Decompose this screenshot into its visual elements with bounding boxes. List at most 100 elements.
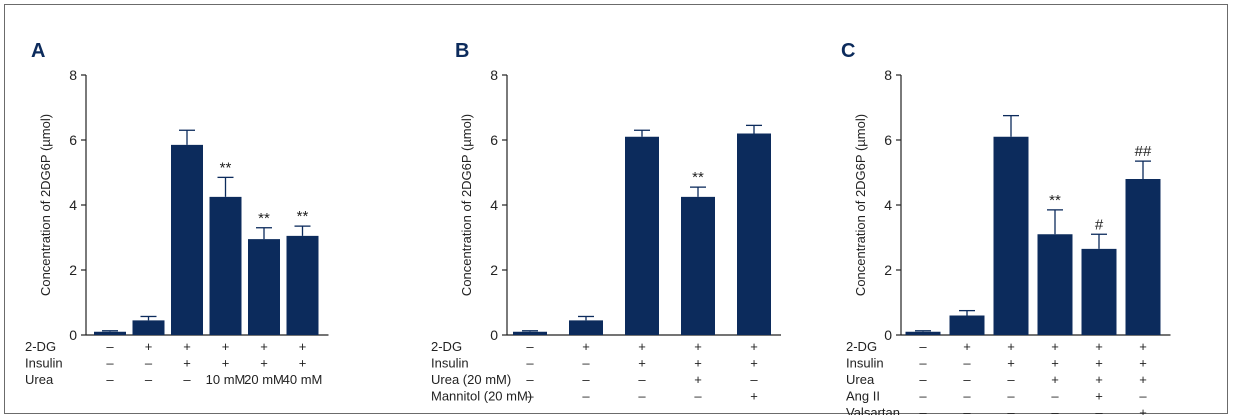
condition-cell: –	[582, 389, 590, 404]
y-tick-label: 6	[490, 132, 498, 148]
condition-label: Valsartan	[846, 405, 900, 415]
condition-cell: +	[750, 356, 758, 371]
bar	[949, 315, 985, 335]
significance-mark: **	[297, 208, 309, 225]
significance-mark: **	[258, 210, 270, 227]
bar	[248, 239, 280, 335]
condition-label: Insulin	[431, 356, 469, 371]
condition-cell: –	[750, 372, 758, 387]
condition-cell: –	[1007, 405, 1015, 415]
condition-cell: +	[299, 339, 307, 354]
condition-cell: +	[1051, 356, 1059, 371]
bar	[1081, 248, 1117, 335]
condition-cell: –	[526, 389, 534, 404]
condition-cell: +	[1007, 356, 1015, 371]
bar	[681, 196, 715, 335]
condition-cell: –	[145, 372, 153, 387]
condition-cell: –	[1139, 389, 1147, 404]
condition-label: Ang II	[846, 389, 880, 404]
condition-cell: –	[1007, 389, 1015, 404]
condition-cell: –	[963, 389, 971, 404]
condition-cell: +	[1051, 372, 1059, 387]
y-tick-label: 6	[69, 132, 77, 148]
condition-cell: –	[638, 389, 646, 404]
bar	[132, 320, 165, 335]
bar	[1037, 234, 1073, 335]
condition-label: Insulin	[25, 356, 63, 371]
bar	[993, 136, 1029, 335]
condition-cell: +	[260, 356, 268, 371]
significance-mark: #	[1095, 216, 1104, 233]
bar	[94, 331, 126, 335]
y-tick-label: 2	[884, 262, 892, 278]
condition-cell: –	[963, 356, 971, 371]
condition-cell: +	[750, 339, 758, 354]
y-tick-label: 0	[884, 327, 892, 343]
condition-cell: –	[183, 372, 191, 387]
condition-cell: 10 mM	[206, 372, 246, 387]
bar	[625, 136, 659, 335]
panel-label: A	[31, 40, 45, 62]
bar	[1125, 179, 1161, 335]
condition-label: 2-DG	[25, 339, 56, 354]
condition-label: Urea (20 mM)	[431, 372, 511, 387]
panel-a: A Concentration of 2DG6P (µmol) 0 2 4 6 8 ** ** *…	[25, 40, 329, 387]
condition-cell: +	[1095, 339, 1103, 354]
condition-cell: +	[145, 339, 153, 354]
y-tick-label: 2	[69, 262, 77, 278]
bar	[209, 196, 242, 335]
y-tick-label: 8	[490, 67, 498, 83]
condition-cell: +	[183, 356, 191, 371]
figure-frame: A Concentration of 2DG6P (µmol) 0 2 4 6 8 ** ** *…	[4, 4, 1228, 420]
condition-cell: +	[1051, 339, 1059, 354]
bar	[569, 320, 603, 335]
significance-mark: **	[692, 169, 704, 186]
condition-cell: +	[638, 356, 646, 371]
condition-cell: –	[919, 405, 927, 415]
condition-cell: –	[106, 339, 114, 354]
condition-cell: –	[1095, 405, 1103, 415]
condition-cell: +	[299, 356, 307, 371]
condition-cell: +	[750, 389, 758, 404]
bar	[171, 144, 203, 335]
y-tick-label: 8	[884, 67, 892, 83]
y-axis-label: Concentration of 2DG6P (µmol)	[38, 114, 53, 296]
condition-cell: –	[582, 356, 590, 371]
y-tick-label: 0	[490, 327, 498, 343]
condition-cell: –	[582, 372, 590, 387]
condition-label: Mannitol (20 mM)	[431, 389, 532, 404]
condition-cell: 20 mM	[244, 372, 284, 387]
condition-label: 2-DG	[431, 339, 462, 354]
condition-cell: +	[260, 339, 268, 354]
panel-label: B	[455, 40, 469, 62]
condition-cell: –	[919, 372, 927, 387]
condition-label: Urea	[25, 372, 54, 387]
condition-cell: +	[183, 339, 191, 354]
condition-cell: –	[106, 372, 114, 387]
panel-label: C	[841, 40, 855, 62]
condition-cell: –	[963, 405, 971, 415]
condition-cell: –	[919, 356, 927, 371]
y-axis-label: Concentration of 2DG6P (µmol)	[853, 114, 868, 296]
significance-mark: ##	[1135, 143, 1152, 160]
condition-cell: –	[963, 372, 971, 387]
condition-cell: +	[638, 339, 646, 354]
condition-cell: +	[1095, 356, 1103, 371]
figure-canvas: A Concentration of 2DG6P (µmol) 0 2 4 6 8 ** ** *…	[25, 40, 1171, 420]
condition-label: 2-DG	[846, 339, 877, 354]
panel-b: B Concentration of 2DG6P (µmol) 0 2 4 6 8 ** 2-D…	[431, 40, 781, 404]
y-tick-label: 8	[69, 67, 77, 83]
condition-cell: +	[1139, 339, 1147, 354]
y-axis-label: Concentration of 2DG6P (µmol)	[459, 114, 474, 296]
bar	[905, 331, 941, 335]
condition-cell: –	[919, 389, 927, 404]
condition-cell: +	[694, 356, 702, 371]
condition-cell: +	[1139, 372, 1147, 387]
y-tick-label: 2	[490, 262, 498, 278]
condition-cell: +	[694, 372, 702, 387]
condition-cell: +	[1095, 389, 1103, 404]
condition-cell: –	[1051, 389, 1059, 404]
condition-cell: –	[1051, 405, 1059, 415]
bar	[737, 133, 771, 335]
significance-mark: **	[220, 159, 232, 176]
